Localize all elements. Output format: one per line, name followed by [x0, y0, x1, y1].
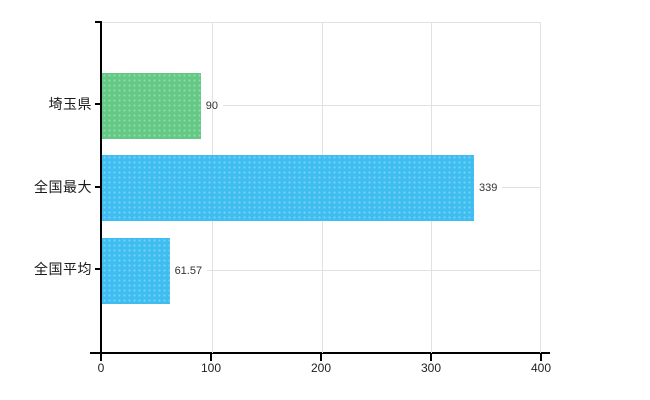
x-axis-tick	[430, 354, 432, 361]
bar-row-national-max: 339	[102, 146, 541, 229]
bar-row-saitama: 90	[102, 64, 541, 147]
y-axis-tick	[95, 21, 101, 23]
y-axis-tick	[95, 103, 101, 105]
x-tick-label-100: 100	[200, 361, 222, 375]
x-tick-label-200: 200	[310, 361, 332, 375]
bar-national-max	[102, 154, 475, 221]
x-tick-label-0: 0	[97, 361, 105, 375]
vertical-gridline-400	[540, 23, 541, 353]
value-label: 90	[205, 99, 219, 112]
bar-national-avg	[102, 237, 170, 304]
x-axis-tick	[100, 354, 102, 361]
horizontal-gridline	[207, 270, 541, 271]
x-tick-label-400: 400	[530, 361, 552, 375]
x-tick-label-300: 300	[420, 361, 442, 375]
value-label: 61.57	[174, 264, 203, 277]
category-label-saitama: 埼玉県	[48, 96, 92, 112]
x-axis-tick	[320, 354, 322, 361]
y-axis-tick	[95, 268, 101, 270]
x-axis-line	[90, 352, 550, 354]
bar-saitama	[102, 72, 201, 139]
category-label-national-max: 全国最大	[34, 179, 92, 195]
bar-row-national-avg: 61.57	[102, 229, 541, 312]
y-axis-line	[100, 21, 102, 360]
plot-area: 90 339 61.57	[102, 22, 541, 353]
y-axis-tick	[95, 186, 101, 188]
value-label: 339	[479, 181, 498, 194]
x-axis-tick	[210, 354, 212, 361]
category-label-national-avg: 全国平均	[34, 261, 92, 277]
horizontal-gridline	[502, 187, 541, 188]
x-axis-tick	[540, 354, 542, 361]
horizontal-gridline	[223, 105, 541, 106]
